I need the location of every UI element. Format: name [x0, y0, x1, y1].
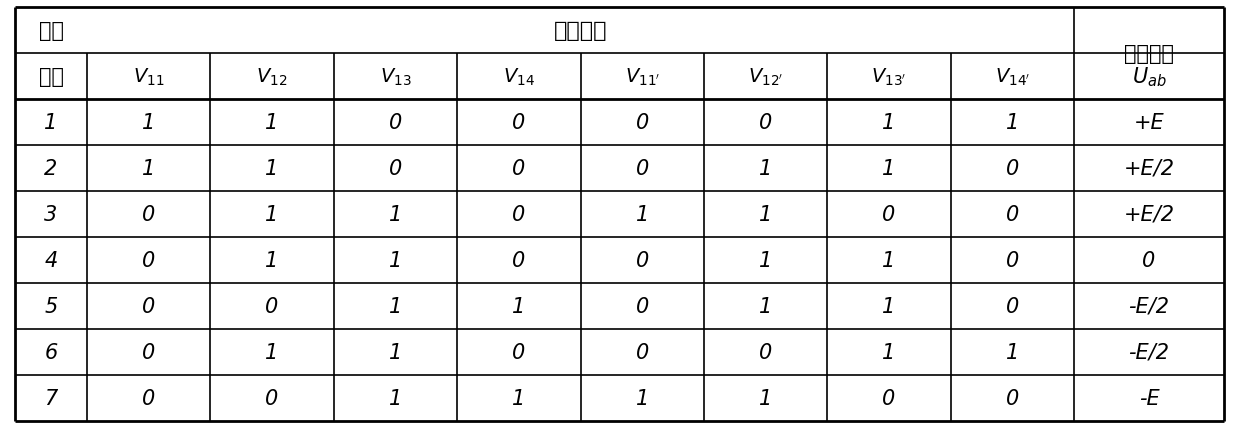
- Text: 1: 1: [512, 388, 525, 408]
- Text: 0: 0: [760, 342, 772, 362]
- Text: +E/2: +E/2: [1124, 205, 1175, 224]
- Text: 0: 0: [142, 342, 155, 362]
- Text: 0: 0: [142, 296, 155, 316]
- Text: 3: 3: [45, 205, 58, 224]
- Text: 1: 1: [636, 388, 649, 408]
- Text: -E/2: -E/2: [1129, 296, 1170, 316]
- Text: 1: 1: [389, 342, 403, 362]
- Text: 1: 1: [45, 113, 58, 133]
- Text: 1: 1: [265, 205, 279, 224]
- Text: 开关状态: 开关状态: [554, 21, 607, 41]
- Text: 1: 1: [389, 388, 403, 408]
- Text: 0: 0: [389, 159, 403, 178]
- Text: 1: 1: [760, 296, 772, 316]
- Text: 1: 1: [760, 205, 772, 224]
- Text: 0: 0: [636, 250, 649, 270]
- Text: 0: 0: [1142, 250, 1156, 270]
- Text: 1: 1: [389, 296, 403, 316]
- Text: $V_{12}$: $V_{12}$: [256, 66, 287, 87]
- Text: 6: 6: [45, 342, 58, 362]
- Text: 1: 1: [1006, 342, 1018, 362]
- Text: 0: 0: [142, 388, 155, 408]
- Text: -E/2: -E/2: [1129, 342, 1170, 362]
- Text: 1: 1: [882, 250, 896, 270]
- Text: 1: 1: [265, 250, 279, 270]
- Text: 0: 0: [512, 250, 525, 270]
- Text: 序号: 序号: [38, 67, 63, 87]
- Text: 1: 1: [882, 342, 896, 362]
- Text: 0: 0: [265, 388, 279, 408]
- Text: 1: 1: [389, 250, 403, 270]
- Text: 0: 0: [265, 296, 279, 316]
- Text: 1: 1: [512, 296, 525, 316]
- Text: 1: 1: [142, 113, 155, 133]
- Text: 1: 1: [265, 113, 279, 133]
- Text: $V_{12'}$: $V_{12'}$: [748, 66, 783, 87]
- Text: 0: 0: [636, 159, 649, 178]
- Text: 1: 1: [142, 159, 155, 178]
- Text: 1: 1: [265, 159, 279, 178]
- Text: 1: 1: [265, 342, 279, 362]
- Text: 0: 0: [882, 388, 896, 408]
- Text: 0: 0: [512, 159, 525, 178]
- Text: 0: 0: [882, 205, 896, 224]
- Text: 0: 0: [512, 205, 525, 224]
- Text: 0: 0: [1006, 159, 1018, 178]
- Text: $V_{11}$: $V_{11}$: [133, 66, 165, 87]
- Text: 0: 0: [512, 342, 525, 362]
- Text: 1: 1: [760, 250, 772, 270]
- Text: $V_{14}$: $V_{14}$: [503, 66, 535, 87]
- Text: $V_{13'}$: $V_{13'}$: [871, 66, 907, 87]
- Text: 0: 0: [1006, 296, 1018, 316]
- Text: +E/2: +E/2: [1124, 159, 1175, 178]
- Text: 1: 1: [882, 296, 896, 316]
- Text: 1: 1: [760, 159, 772, 178]
- Text: 0: 0: [1006, 388, 1018, 408]
- Text: 0: 0: [636, 342, 649, 362]
- Text: 1: 1: [760, 388, 772, 408]
- Text: 1: 1: [389, 205, 403, 224]
- Text: +E: +E: [1134, 113, 1165, 133]
- Text: $V_{13}$: $V_{13}$: [379, 66, 411, 87]
- Text: 7: 7: [45, 388, 58, 408]
- Text: 2: 2: [45, 159, 58, 178]
- Text: 0: 0: [512, 113, 525, 133]
- Text: 0: 0: [1006, 205, 1018, 224]
- Text: 0: 0: [142, 205, 155, 224]
- Text: -E: -E: [1139, 388, 1160, 408]
- Text: 1: 1: [882, 113, 896, 133]
- Text: 5: 5: [45, 296, 58, 316]
- Text: 4: 4: [45, 250, 58, 270]
- Text: 输出电平: 输出电平: [1124, 44, 1175, 64]
- Text: $V_{11'}$: $V_{11'}$: [624, 66, 660, 87]
- Text: 0: 0: [1006, 250, 1018, 270]
- Text: 0: 0: [142, 250, 155, 270]
- Text: 工况: 工况: [38, 21, 63, 41]
- Text: 0: 0: [636, 113, 649, 133]
- Text: $U_{ab}$: $U_{ab}$: [1131, 65, 1166, 89]
- Text: 0: 0: [760, 113, 772, 133]
- Text: $V_{14'}$: $V_{14'}$: [995, 66, 1030, 87]
- Text: 1: 1: [636, 205, 649, 224]
- Text: 0: 0: [636, 296, 649, 316]
- Text: 1: 1: [882, 159, 896, 178]
- Text: 0: 0: [389, 113, 403, 133]
- Text: 1: 1: [1006, 113, 1018, 133]
